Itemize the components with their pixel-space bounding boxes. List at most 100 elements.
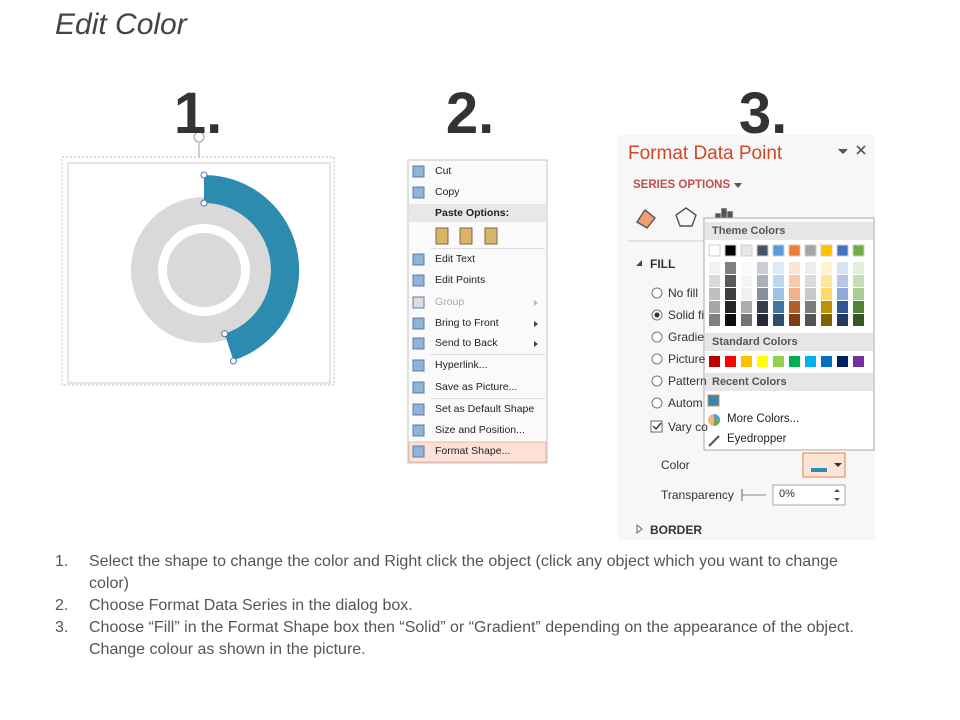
swatch[interactable]	[740, 244, 753, 257]
swatch[interactable]	[725, 356, 736, 367]
fill-option[interactable]: Gradie	[668, 330, 705, 344]
swatch[interactable]	[821, 288, 832, 300]
radio[interactable]	[651, 397, 663, 409]
swatch[interactable]	[708, 244, 721, 257]
swatch[interactable]	[709, 356, 720, 367]
swatch[interactable]	[709, 288, 720, 300]
menu-item[interactable]: Set as Default Shape	[435, 403, 535, 415]
swatch[interactable]	[741, 275, 752, 287]
swatch[interactable]	[805, 314, 816, 326]
swatch[interactable]	[756, 244, 769, 257]
swatch[interactable]	[773, 262, 784, 274]
swatch[interactable]	[725, 288, 736, 300]
swatch[interactable]	[837, 288, 848, 300]
swatch[interactable]	[821, 356, 832, 367]
swatch[interactable]	[707, 394, 720, 407]
swatch[interactable]	[757, 275, 768, 287]
menu-item[interactable]: Group	[435, 296, 465, 308]
menu-item[interactable]: Send to Back	[435, 337, 498, 349]
swatch[interactable]	[820, 244, 833, 257]
swatch[interactable]	[789, 314, 800, 326]
fill-option[interactable]: Picture	[668, 352, 706, 366]
menu-item[interactable]: Eyedropper	[727, 433, 787, 445]
swatch[interactable]	[805, 275, 816, 287]
menu-item[interactable]: Bring to Front	[435, 317, 499, 329]
swatch[interactable]	[757, 288, 768, 300]
menu-item[interactable]: Edit Text	[435, 253, 476, 265]
swatch[interactable]	[789, 262, 800, 274]
radio[interactable]	[651, 353, 663, 365]
field-value[interactable]: 0%	[779, 488, 795, 500]
swatch[interactable]	[837, 356, 848, 367]
menu-item[interactable]: More Colors...	[727, 413, 800, 425]
swatch[interactable]	[805, 301, 816, 313]
menu-item[interactable]: Hyperlink...	[435, 359, 488, 371]
swatch[interactable]	[837, 301, 848, 313]
swatch[interactable]	[709, 262, 720, 274]
swatch[interactable]	[773, 275, 784, 287]
swatch[interactable]	[741, 288, 752, 300]
swatch[interactable]	[741, 262, 752, 274]
swatch[interactable]	[789, 356, 800, 367]
swatch[interactable]	[741, 356, 752, 367]
swatch[interactable]	[852, 244, 865, 257]
swatch[interactable]	[805, 288, 816, 300]
swatch[interactable]	[757, 301, 768, 313]
menu-item[interactable]: Size and Position...	[435, 424, 525, 436]
swatch[interactable]	[773, 314, 784, 326]
spinner[interactable]	[834, 489, 840, 501]
swatch[interactable]	[724, 244, 737, 257]
swatch[interactable]	[821, 275, 832, 287]
swatch[interactable]	[709, 301, 720, 313]
swatch[interactable]	[804, 244, 817, 257]
checkbox[interactable]	[650, 420, 663, 433]
swatch[interactable]	[772, 244, 785, 257]
radio[interactable]	[651, 331, 663, 343]
fill-option[interactable]: Pattern	[668, 374, 707, 388]
swatch[interactable]	[805, 262, 816, 274]
swatch[interactable]	[837, 262, 848, 274]
swatch[interactable]	[757, 314, 768, 326]
menu-highlight[interactable]	[408, 441, 547, 463]
section-header[interactable]: FILL	[650, 257, 676, 271]
transparency-input[interactable]	[772, 484, 846, 506]
swatch[interactable]	[773, 356, 784, 367]
fill-option[interactable]: Solid fi	[668, 308, 705, 322]
menu-item[interactable]: Cut	[435, 165, 452, 177]
section-header[interactable]: BORDER	[650, 523, 703, 537]
fill-option[interactable]: Autom	[668, 396, 703, 410]
swatch[interactable]	[853, 301, 864, 313]
menu-item[interactable]: Edit Points	[435, 274, 486, 286]
swatch[interactable]	[821, 262, 832, 274]
swatch[interactable]	[741, 314, 752, 326]
swatch[interactable]	[709, 275, 720, 287]
swatch[interactable]	[725, 275, 736, 287]
menu-item[interactable]: Save as Picture...	[435, 381, 518, 393]
pane-tab[interactable]: SERIES OPTIONS	[633, 179, 731, 191]
swatch[interactable]	[805, 356, 816, 367]
checkbox-label[interactable]: Vary co	[668, 420, 708, 434]
swatch[interactable]	[789, 288, 800, 300]
swatch[interactable]	[821, 301, 832, 313]
swatch[interactable]	[725, 262, 736, 274]
swatch[interactable]	[821, 314, 832, 326]
radio[interactable]	[651, 375, 663, 387]
swatch[interactable]	[725, 314, 736, 326]
radio[interactable]	[651, 287, 663, 299]
menu-item[interactable]: Format Shape...	[435, 445, 511, 457]
swatch[interactable]	[853, 288, 864, 300]
swatch[interactable]	[788, 244, 801, 257]
swatch[interactable]	[853, 262, 864, 274]
fill-option[interactable]: No fill	[668, 286, 699, 300]
menu-item[interactable]: Copy	[435, 186, 460, 198]
swatch[interactable]	[773, 288, 784, 300]
swatch[interactable]	[789, 275, 800, 287]
swatch[interactable]	[725, 301, 736, 313]
swatch[interactable]	[773, 301, 784, 313]
swatch[interactable]	[837, 275, 848, 287]
swatch[interactable]	[853, 275, 864, 287]
swatch[interactable]	[853, 356, 864, 367]
swatch[interactable]	[836, 244, 849, 257]
swatch[interactable]	[837, 314, 848, 326]
swatch[interactable]	[741, 301, 752, 313]
